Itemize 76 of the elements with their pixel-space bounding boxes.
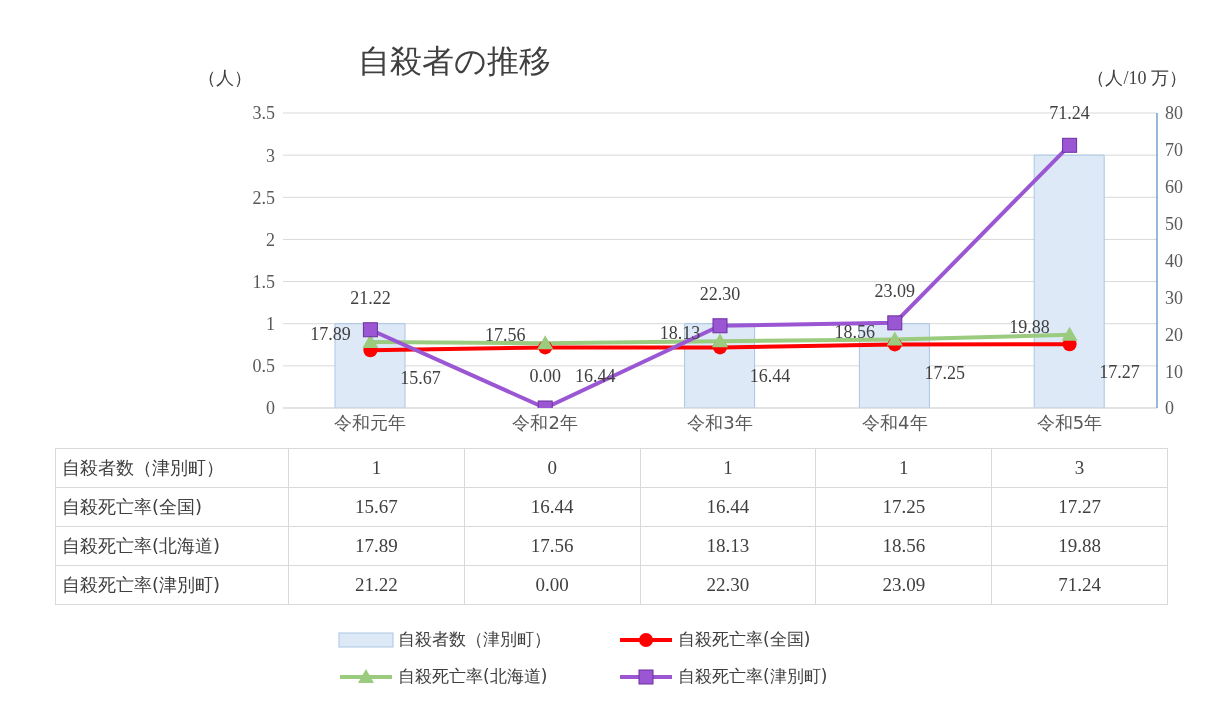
data-label: 17.25 xyxy=(815,487,992,527)
text: 19.88 xyxy=(1009,316,1050,337)
y2-tick-label: 30 xyxy=(1165,287,1183,308)
point xyxy=(886,331,903,346)
text: 17.56 xyxy=(484,325,526,346)
text: 17.27 xyxy=(1099,362,1140,383)
text: 16.44 xyxy=(749,365,791,386)
text: 22.30 xyxy=(699,283,741,304)
data-label: 18.13 xyxy=(640,526,816,566)
y-tick-label: 2 xyxy=(266,229,275,250)
legend-label: 自殺死亡率(北海道) xyxy=(398,665,548,688)
y-tick-label: 1 xyxy=(266,314,275,335)
data-label: 0.00 xyxy=(464,565,641,605)
data-label: 3 xyxy=(991,448,1168,488)
legend-label: 自殺死亡率(津別町) xyxy=(678,665,828,688)
y-tick-label: 0 xyxy=(266,398,275,419)
data-label: 16.44 xyxy=(464,487,641,527)
legend-label: 自殺死亡率(全国) xyxy=(678,628,811,651)
point xyxy=(712,318,728,334)
text: 21.22 xyxy=(350,287,391,308)
y-axis-title: （人） xyxy=(198,67,252,90)
y-tick-label: 3.5 xyxy=(252,103,275,124)
text: 15.67 xyxy=(400,368,441,389)
text: 自殺死亡率(津別町) xyxy=(62,574,221,595)
y2-tick-label: 40 xyxy=(1165,250,1183,271)
x-tick-label: 令和元年 xyxy=(334,411,407,433)
y2-tick-label: 80 xyxy=(1165,103,1183,124)
data-label: 21.22 xyxy=(288,565,465,605)
data-label: 22.30 xyxy=(640,565,816,605)
y2-tick-label: 20 xyxy=(1165,324,1183,345)
point xyxy=(362,334,379,349)
data-label: 17.27 xyxy=(991,487,1168,527)
y-tick-label: 2.5 xyxy=(252,187,275,208)
data-label: 17.56 xyxy=(464,526,641,566)
point xyxy=(1061,326,1078,341)
data-label: 1 xyxy=(640,448,816,488)
data-label: 15.67 xyxy=(288,487,465,527)
x-tick-label: 令和4年 xyxy=(862,411,928,433)
legend-label: 自殺者数（津別町） xyxy=(398,628,551,651)
data-label: 71.24 xyxy=(991,565,1168,605)
text: 17.25 xyxy=(924,362,966,383)
text: 23.09 xyxy=(874,280,916,301)
data-label: 17.89 xyxy=(288,526,465,566)
x-tick-label: 令和2年 xyxy=(512,411,578,433)
text: 自殺死亡率(全国) xyxy=(62,496,203,517)
data-label: 18.56 xyxy=(815,526,992,566)
text: 18.13 xyxy=(659,323,701,344)
data-label: 23.09 xyxy=(815,565,992,605)
data-label: 19.88 xyxy=(991,526,1168,566)
x-tick-label: 令和3年 xyxy=(687,411,753,433)
data-label: 1 xyxy=(815,448,992,488)
point xyxy=(712,333,728,348)
y-tick-label: 1.5 xyxy=(252,271,275,292)
y-tick-label: 0.5 xyxy=(252,356,275,377)
y2-tick-label: 50 xyxy=(1165,214,1183,235)
text: 17.89 xyxy=(310,324,351,345)
text: 自殺者数（津別町） xyxy=(62,457,224,478)
text: 0.00 xyxy=(529,366,561,387)
text: 71.24 xyxy=(1049,103,1090,124)
point xyxy=(1062,137,1078,153)
text: 16.44 xyxy=(574,365,616,386)
y2-tick-label: 60 xyxy=(1165,177,1183,198)
text: 自殺死亡率(北海道) xyxy=(62,535,221,556)
text: 18.56 xyxy=(834,321,876,342)
point xyxy=(887,315,903,331)
data-label: 0 xyxy=(464,448,641,488)
y2-tick-label: 70 xyxy=(1165,140,1183,161)
y2-tick-label: 10 xyxy=(1165,361,1183,382)
y2-axis-title: （人/10 万） xyxy=(1087,67,1187,90)
point xyxy=(537,335,554,350)
data-label: 16.44 xyxy=(640,487,816,527)
point xyxy=(362,322,378,338)
y-tick-label: 3 xyxy=(266,145,275,166)
chart-title: 自殺者の推移 xyxy=(358,41,551,82)
x-tick-label: 令和5年 xyxy=(1036,411,1103,433)
y2-tick-label: 0 xyxy=(1165,398,1174,419)
